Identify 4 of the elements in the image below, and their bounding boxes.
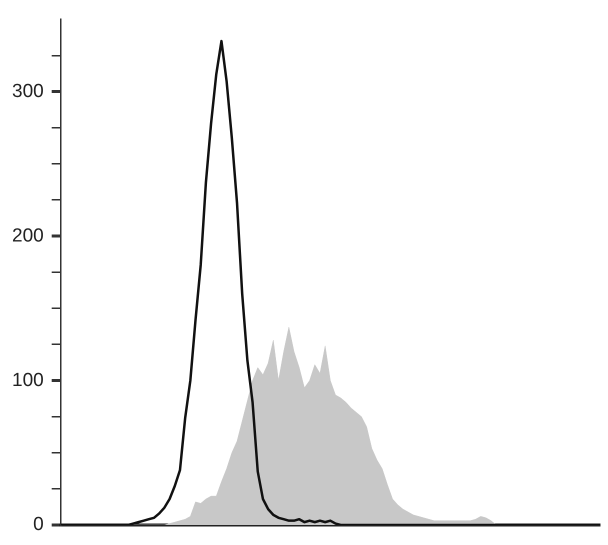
y-tick-label: 100 <box>12 370 44 391</box>
y-tick-label: 300 <box>12 80 44 102</box>
y-tick-label: 200 <box>12 225 44 246</box>
y-tick-label: 0 <box>33 514 44 536</box>
